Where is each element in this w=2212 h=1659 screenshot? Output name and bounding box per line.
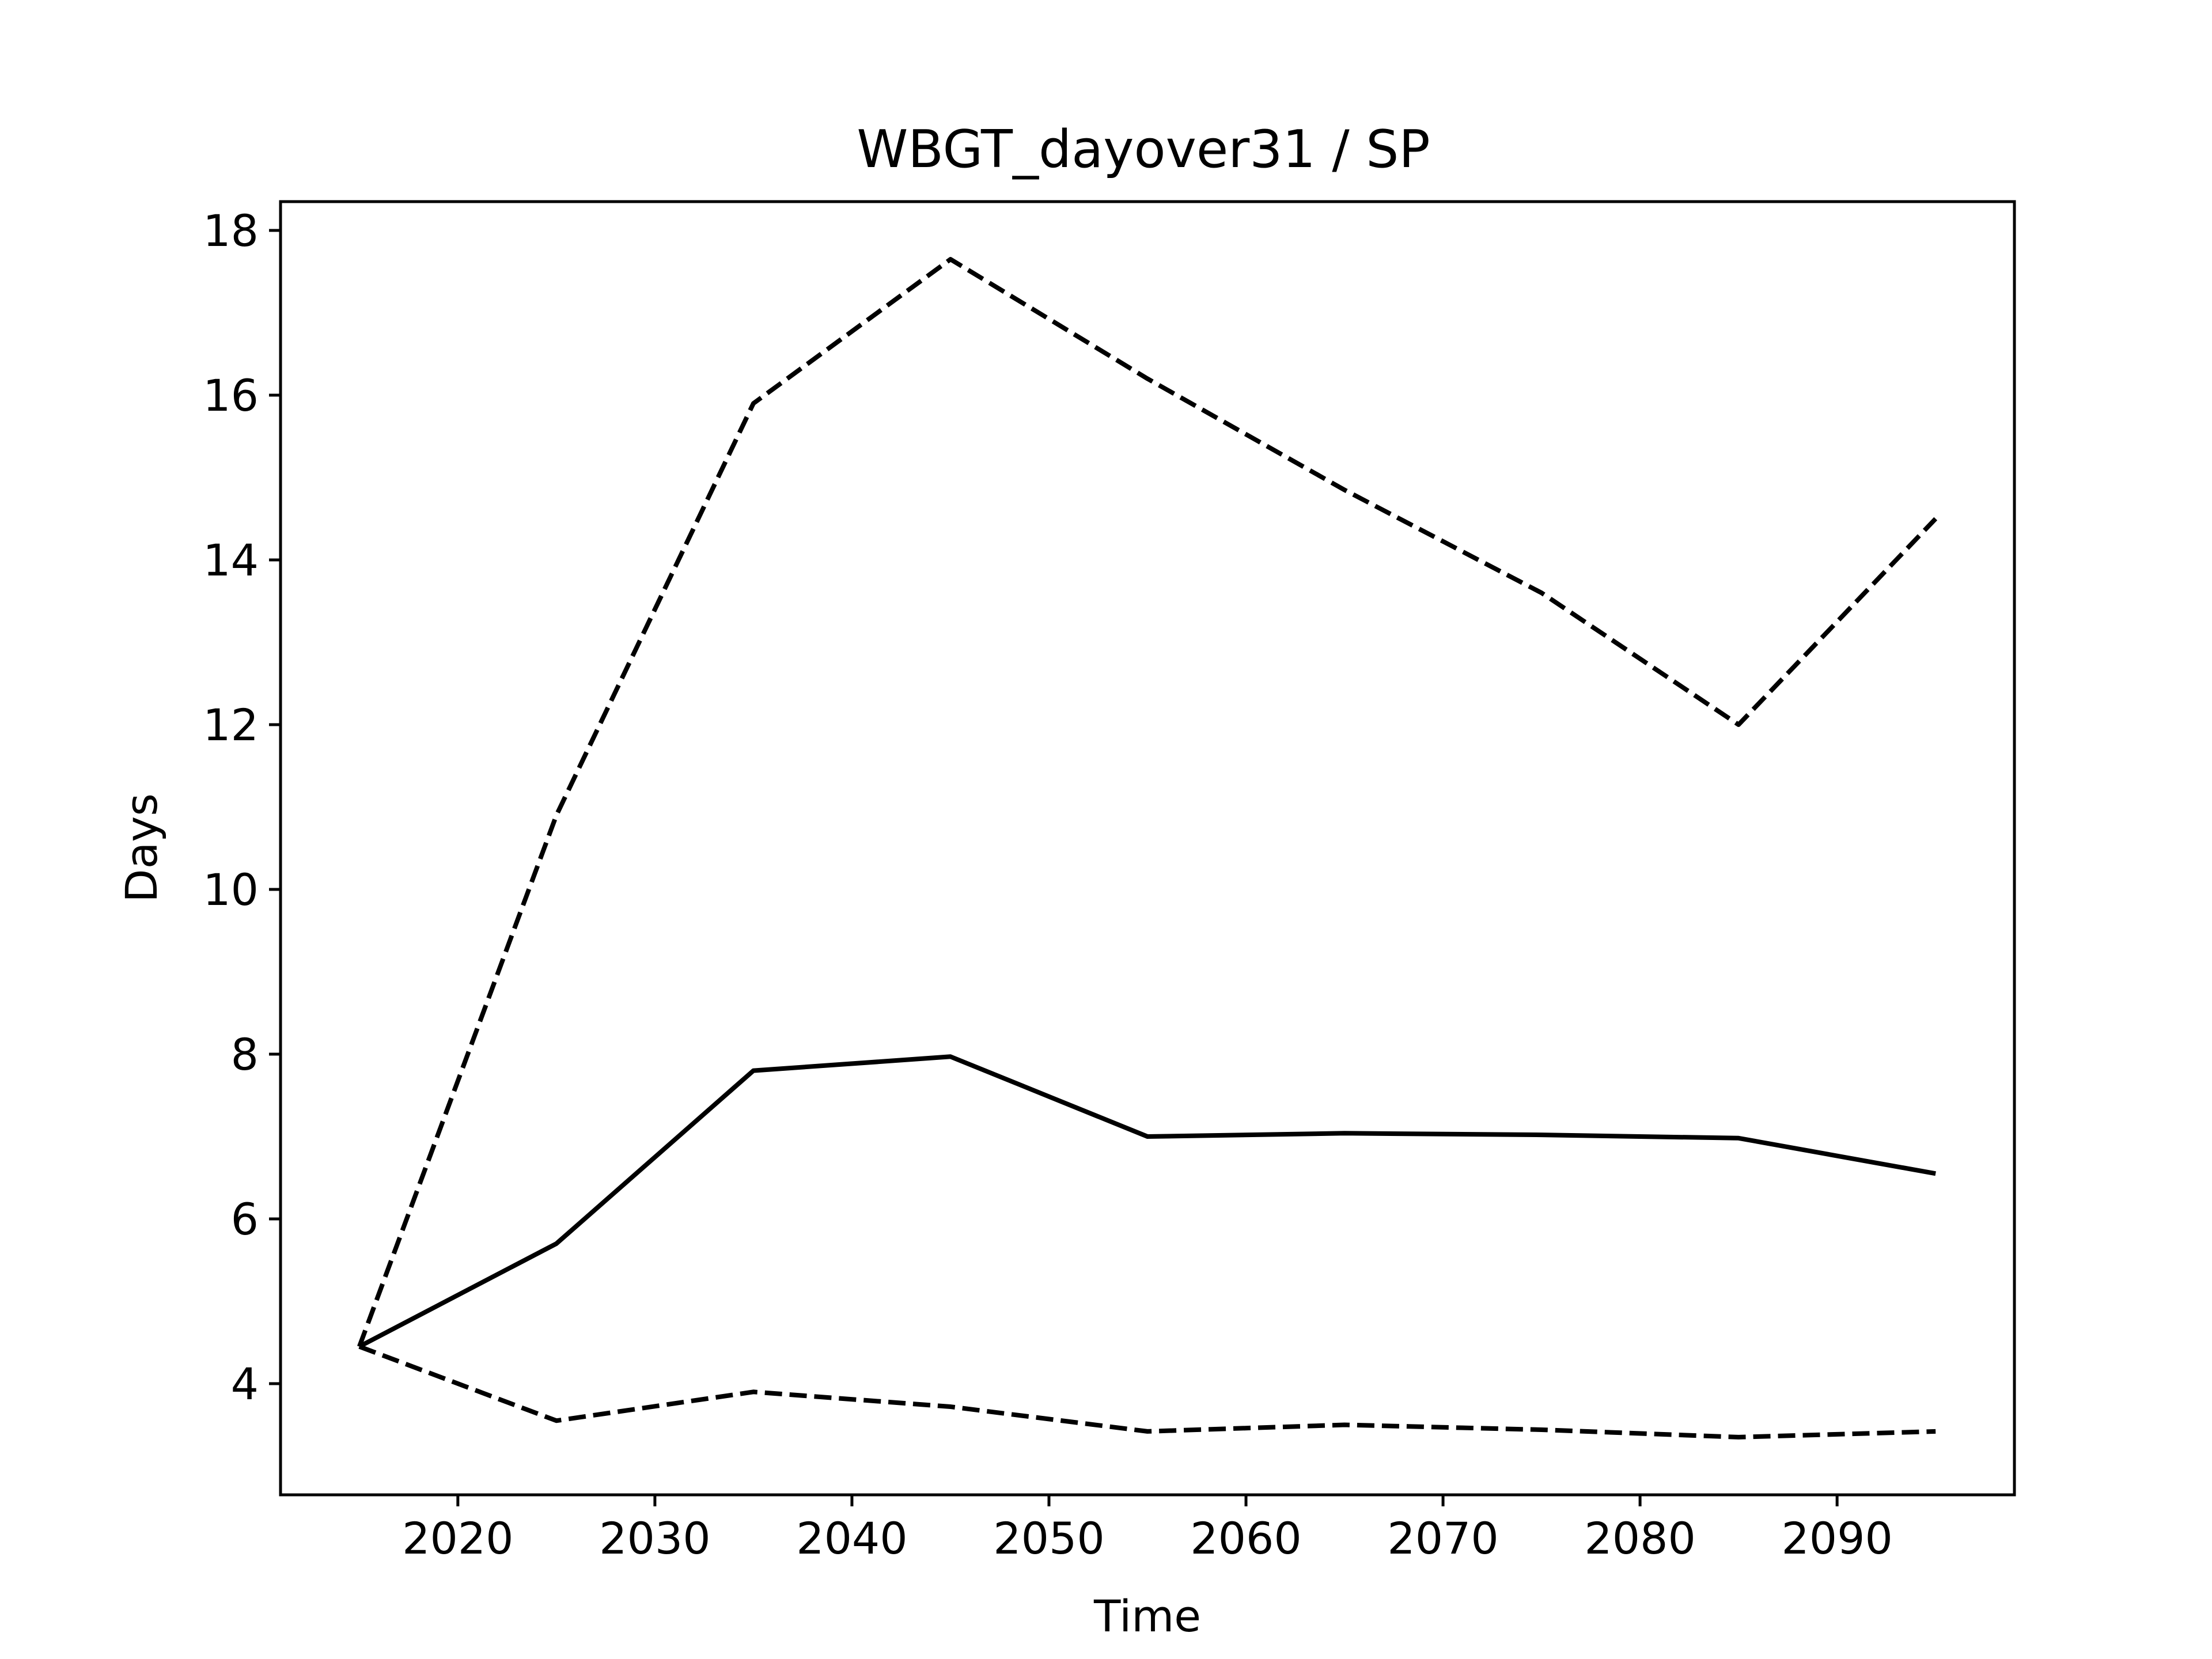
x-tick-label: 2070 [1387,1513,1498,1564]
y-tick-label: 16 [203,370,259,421]
x-tick-label: 2020 [402,1513,513,1564]
x-tick-label: 2080 [1584,1513,1695,1564]
y-axis: 4 6 8 10 12 14 16 18 [203,205,281,1410]
x-tick-label: 2040 [796,1513,907,1564]
axes-frame [279,200,2016,1497]
x-tick-label: 2050 [993,1513,1104,1564]
series-line-central [358,1054,1936,1349]
x-axis: 2020 2030 2040 2050 2060 2070 2080 2090 [402,1495,1893,1564]
x-tick-label: 2030 [599,1513,710,1564]
y-tick-label: 8 [231,1029,259,1080]
y-tick-label: 4 [231,1358,259,1410]
x-axis-label: Time [1093,1590,1201,1642]
y-tick-label: 10 [203,864,259,915]
x-tick-label: 2060 [1190,1513,1301,1564]
series-line-lower [358,1344,1936,1440]
y-axis-label: Days [116,793,167,903]
y-tick-label: 14 [203,535,259,586]
x-tick-label: 2090 [1781,1513,1892,1564]
series-line-upper [357,257,1938,1347]
y-tick-label: 6 [231,1194,259,1245]
y-tick-label: 18 [203,205,259,256]
chart-title: WBGT_dayover31 / SP [857,119,1430,180]
plot-area [357,257,1938,1440]
y-tick-label: 12 [203,699,259,751]
